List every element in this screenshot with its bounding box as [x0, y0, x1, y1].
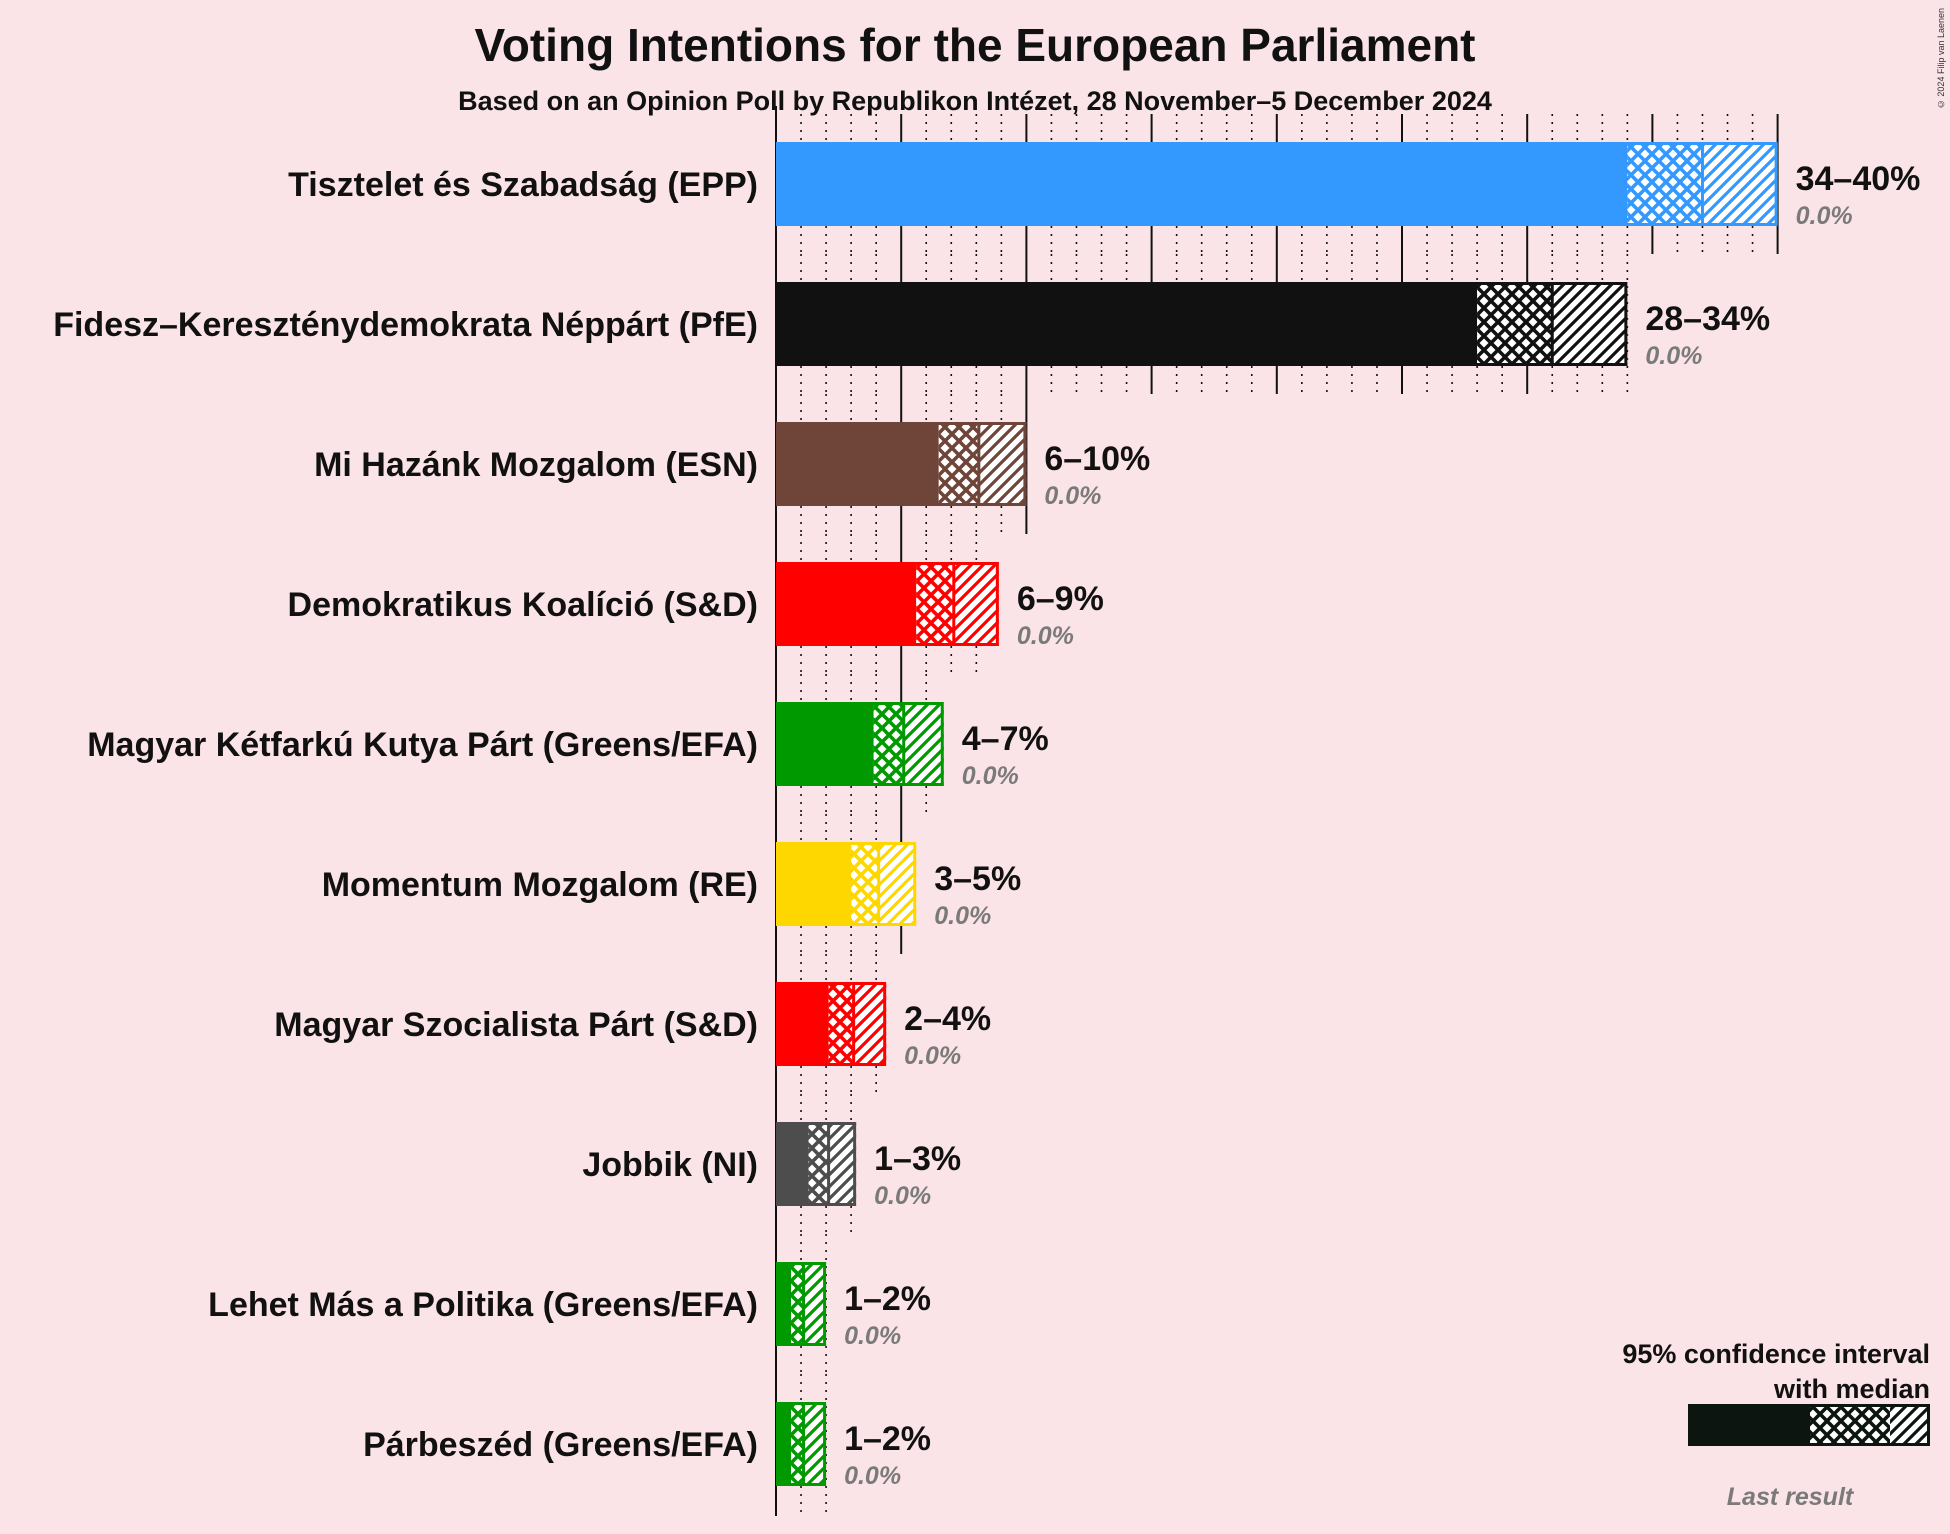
- bar-solid: [776, 842, 852, 926]
- range-label-6: 2–4%: [904, 1000, 991, 1038]
- bar-ci-lower: [791, 1262, 804, 1346]
- bar-outline: [776, 282, 1628, 366]
- legend-last-result-label: Last result: [1727, 1483, 1855, 1511]
- bar-ci-lower: [1627, 142, 1703, 226]
- party-label-5: Momentum Mozgalom (RE): [322, 866, 758, 904]
- last-result-label-9: 0.0%: [844, 1462, 901, 1490]
- bar-group-0: [776, 142, 1778, 226]
- last-result-label-2: 0.0%: [1044, 482, 1101, 510]
- bar-solid: [776, 282, 1478, 366]
- bar-ci-lower: [1477, 282, 1553, 366]
- chart-subtitle: Based on an Opinion Poll by Republikon I…: [458, 86, 1492, 116]
- legend-outline: [1688, 1404, 1930, 1446]
- bar-ci-lower: [808, 1122, 829, 1206]
- bar-ci-lower: [828, 982, 854, 1066]
- last-result-label-7: 0.0%: [874, 1182, 931, 1210]
- bar-group-1: [776, 282, 1628, 366]
- last-result-label-5: 0.0%: [934, 902, 991, 930]
- range-label-7: 1–3%: [874, 1140, 961, 1178]
- bar-ci-upper: [978, 422, 1027, 506]
- bar-group-9: [776, 1402, 827, 1486]
- bar-ci-upper: [903, 702, 944, 786]
- bars-layer: [776, 142, 1778, 1486]
- bar-ci-upper: [1702, 142, 1778, 226]
- bar-group-5: [776, 842, 917, 926]
- range-label-0: 34–40%: [1796, 160, 1921, 198]
- bar-ci-upper: [953, 562, 999, 646]
- party-label-8: Lehet Más a Politika (Greens/EFA): [208, 1286, 758, 1324]
- bar-outline: [776, 982, 887, 1066]
- bar-group-4: [776, 702, 944, 786]
- bar-outline: [776, 842, 917, 926]
- bar-ci-lower: [791, 1402, 804, 1486]
- bar-ci-upper: [803, 1402, 827, 1486]
- bar-ci-lower: [873, 702, 904, 786]
- bar-outline: [776, 702, 944, 786]
- bar-solid: [776, 702, 874, 786]
- legend-title-line1: 95% confidence interval: [1622, 1339, 1930, 1369]
- bar-solid: [776, 1262, 792, 1346]
- party-label-6: Magyar Szocialista Párt (S&D): [274, 1006, 758, 1044]
- party-label-0: Tisztelet és Szabadság (EPP): [288, 166, 758, 204]
- range-label-5: 3–5%: [934, 860, 1021, 898]
- range-label-2: 6–10%: [1044, 440, 1150, 478]
- bar-outline: [776, 142, 1778, 226]
- legend: 95% confidence interval with median Last r…: [1622, 1339, 1930, 1511]
- last-result-label-6: 0.0%: [904, 1042, 961, 1070]
- party-label-2: Mi Hazánk Mozgalom (ESN): [314, 446, 758, 484]
- legend-cross-swatch: [1810, 1404, 1890, 1446]
- party-label-7: Jobbik (NI): [582, 1146, 758, 1184]
- bar-solid: [776, 142, 1628, 226]
- party-label-1: Fidesz–Kereszténydemokrata Néppárt (PfE): [53, 306, 758, 344]
- bar-outline: [776, 1262, 827, 1346]
- party-label-3: Demokratikus Koalíció (S&D): [288, 586, 758, 624]
- bar-outline: [776, 1122, 857, 1206]
- bar-solid: [776, 1402, 792, 1486]
- party-label-4: Magyar Kétfarkú Kutya Párt (Greens/EFA): [87, 726, 758, 764]
- bar-outline: [776, 422, 1027, 506]
- bar-ci-upper: [803, 1262, 827, 1346]
- legend-solid-swatch: [1688, 1404, 1810, 1446]
- bar-solid: [776, 422, 939, 506]
- last-result-label-0: 0.0%: [1796, 202, 1853, 230]
- range-label-4: 4–7%: [962, 720, 1049, 758]
- range-label-1: 28–34%: [1645, 300, 1770, 338]
- last-result-label-3: 0.0%: [1017, 622, 1074, 650]
- legend-title-line2: with median: [1773, 1374, 1930, 1404]
- labels-layer: Tisztelet és Szabadság (EPP) 34–40% 0.0% Fi…: [53, 160, 1920, 1490]
- bar-ci-upper: [853, 982, 887, 1066]
- bar-solid: [776, 1122, 809, 1206]
- bar-group-8: [776, 1262, 827, 1346]
- party-label-9: Párbeszéd (Greens/EFA): [363, 1426, 758, 1464]
- legend-hatch-swatch: [1890, 1404, 1930, 1446]
- bar-group-3: [776, 562, 999, 646]
- last-result-label-1: 0.0%: [1645, 342, 1702, 370]
- bar-ci-lower: [938, 422, 979, 506]
- bar-ci-lower: [916, 562, 954, 646]
- last-result-label-4: 0.0%: [962, 762, 1019, 790]
- bar-group-6: [776, 982, 887, 1066]
- last-result-label-8: 0.0%: [844, 1322, 901, 1350]
- bar-outline: [776, 562, 999, 646]
- chart-title: Voting Intentions for the European Parli…: [474, 19, 1476, 71]
- range-label-8: 1–2%: [844, 1280, 931, 1318]
- range-label-9: 1–2%: [844, 1420, 931, 1458]
- bar-solid: [776, 562, 917, 646]
- bar-outline: [776, 1402, 827, 1486]
- bar-group-2: [776, 422, 1027, 506]
- bar-ci-upper: [828, 1122, 857, 1206]
- bar-group-7: [776, 1122, 857, 1206]
- bar-ci-upper: [878, 842, 917, 926]
- bar-ci-upper: [1552, 282, 1628, 366]
- range-label-3: 6–9%: [1017, 580, 1104, 618]
- bar-solid: [776, 982, 829, 1066]
- bar-ci-lower: [851, 842, 879, 926]
